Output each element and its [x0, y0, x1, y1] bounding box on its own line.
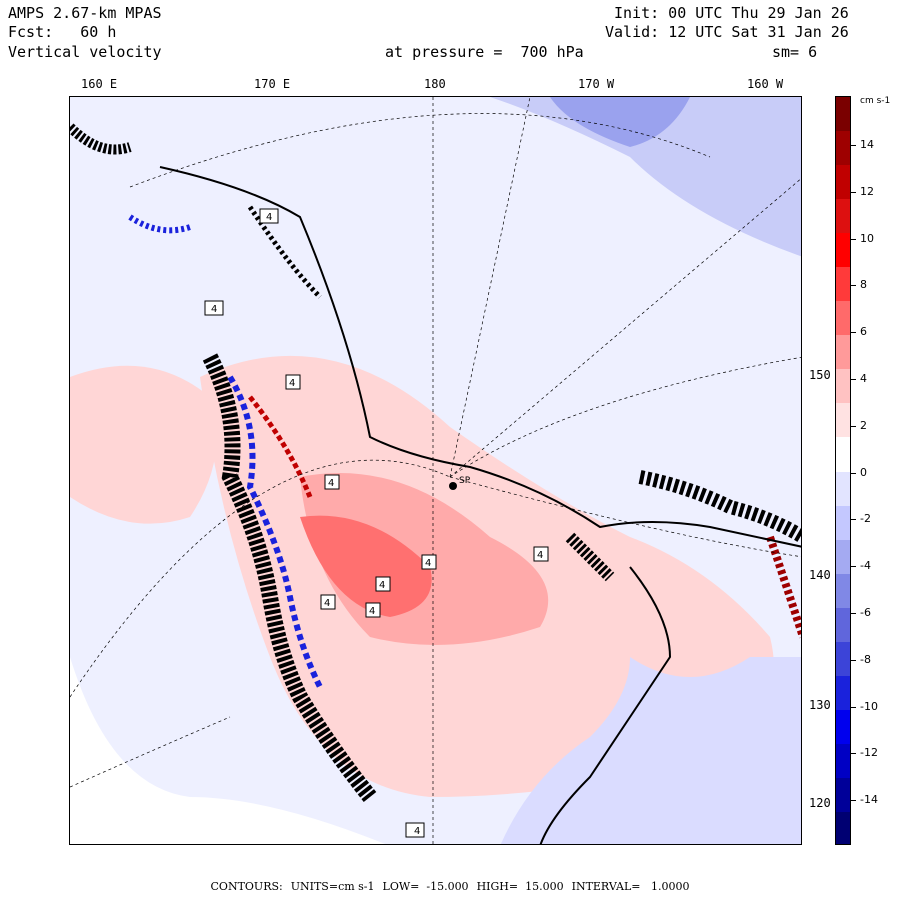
graticule	[70, 97, 801, 844]
colorbar-tick-label: -12	[860, 746, 878, 760]
colorbar-tick	[851, 285, 856, 287]
map-canvas: SP 4 4 4 4 4 4 4 4 4 4	[70, 97, 801, 844]
south-pole-station-marker	[449, 482, 457, 490]
colorbar-tick-label: -10	[860, 699, 878, 713]
low-value: LOW= -15.000	[382, 880, 469, 893]
lon-label-170w: 170 W	[578, 77, 615, 91]
upper-subsidence-core	[550, 97, 690, 147]
colorbar-tick	[851, 379, 856, 380]
lon-label-160w: 160 W	[747, 77, 784, 91]
colorbar-segment	[836, 301, 850, 337]
colorbar-tick-label: -4	[860, 559, 871, 573]
contour-label: 4	[266, 212, 272, 223]
contour-label: 4	[289, 378, 295, 389]
colorbar-segment	[836, 607, 850, 643]
colorbar-segment	[836, 743, 850, 779]
colorbar-tick	[851, 566, 856, 568]
colorbar-tick	[851, 753, 856, 755]
colorbar-tick-label: -14	[860, 793, 878, 807]
colorbar-segment	[836, 777, 850, 813]
contour-label: 4	[328, 478, 334, 489]
colorbar-tick	[851, 145, 856, 146]
colorbar-segment	[836, 403, 850, 439]
colorbar-tick	[851, 472, 856, 474]
colorbar-tick	[851, 332, 856, 334]
colorbar-segment	[836, 675, 850, 711]
contour-info-footer: CONTOURS: UNITS=cm s-1 LOW= -15.000 HIGH= 1…	[0, 880, 900, 893]
field-name: Vertical velocity	[8, 43, 162, 61]
colorbar-tick	[851, 238, 856, 240]
ascent-max	[300, 515, 432, 617]
contour-label: 4	[414, 826, 420, 837]
colorbar-segment	[836, 199, 850, 235]
colorbar-segment	[836, 811, 850, 844]
colorbar-segment	[836, 97, 850, 133]
colorbar-tick	[851, 800, 856, 802]
colorbar-tick-label: -8	[860, 652, 871, 666]
colorbar-tick	[851, 706, 856, 708]
colorbar-tick-label: 2	[860, 418, 867, 432]
forecast-hour: Fcst: 60 h	[8, 23, 117, 41]
colorbar-segment	[836, 165, 850, 201]
contour-label: 4	[324, 598, 330, 609]
colorbar-tick-label: 0	[860, 465, 867, 479]
lower-right-subsidence	[500, 657, 801, 844]
colorbar-tick	[851, 519, 856, 521]
upper-right-subsidence	[490, 97, 801, 257]
lon-label-180: 180	[424, 77, 446, 91]
lon-label-160e: 160 E	[81, 77, 118, 91]
colorbar-segment	[836, 335, 850, 371]
smoothing-value: sm= 6	[772, 43, 818, 61]
colorbar-segment	[836, 573, 850, 609]
init-time: Init: 00 UTC Thu 29 Jan 26	[614, 4, 849, 22]
colorbar-segment	[836, 369, 850, 405]
colorbar-segment	[836, 131, 850, 167]
model-title: AMPS 2.67-km MPAS	[8, 4, 162, 22]
contour-label: 4	[425, 558, 431, 569]
colorbar-tick-label: 6	[860, 325, 867, 339]
colorbar-tick-label: 12	[860, 184, 874, 198]
contour-label: 4	[379, 580, 385, 591]
colorbar-tick-label: 4	[860, 372, 867, 385]
colorbar	[835, 96, 851, 845]
colorbar-segment	[836, 267, 850, 303]
western-ascent-region	[70, 365, 217, 524]
pressure-level: at pressure = 700 hPa	[385, 43, 584, 61]
high-value: HIGH= 15.000	[476, 880, 564, 893]
colorbar-tick-label: -2	[860, 512, 871, 526]
colorbar-tick-label: -6	[860, 606, 871, 619]
units-info: UNITS=cm s-1	[290, 880, 375, 893]
interval-value: INTERVAL= 1.0000	[571, 880, 690, 893]
transantarctic-mountains-contours	[70, 123, 801, 802]
contour-label: 4	[211, 304, 217, 315]
colorbar-tick-label: 10	[860, 231, 874, 245]
colorbar-segment	[836, 539, 850, 575]
colorbar-segment	[836, 233, 850, 269]
colorbar-units: cm s-1	[860, 96, 891, 106]
colorbar-tick-label: 8	[860, 278, 867, 292]
coastline	[159, 166, 801, 548]
colorbar-tick	[851, 613, 856, 614]
colorbar-tick	[851, 425, 856, 427]
colorbar-tick	[851, 191, 856, 193]
contours-label: CONTOURS:	[210, 880, 283, 893]
colorbar-segment	[836, 471, 850, 507]
colorbar-tick	[851, 659, 856, 661]
lon-label-170e: 170 E	[254, 77, 291, 91]
outside-domain-region	[70, 657, 385, 844]
station-label: SP	[459, 476, 471, 486]
vertical-velocity-map: SP 4 4 4 4 4 4 4 4 4 4	[69, 96, 802, 845]
contour-label: 4	[537, 550, 543, 561]
colorbar-segment	[836, 437, 850, 473]
colorbar-segment	[836, 641, 850, 677]
ross-ice-shelf-edge	[539, 566, 672, 844]
valid-time: Valid: 12 UTC Sat 31 Jan 26	[605, 23, 849, 41]
colorbar-segment	[836, 505, 850, 541]
contour-value-labels: 4 4 4 4 4 4 4 4 4 4	[204, 208, 549, 838]
colorbar-tick-label: 14	[860, 138, 874, 151]
contour-label: 4	[369, 606, 375, 617]
colorbar-segment	[836, 709, 850, 745]
